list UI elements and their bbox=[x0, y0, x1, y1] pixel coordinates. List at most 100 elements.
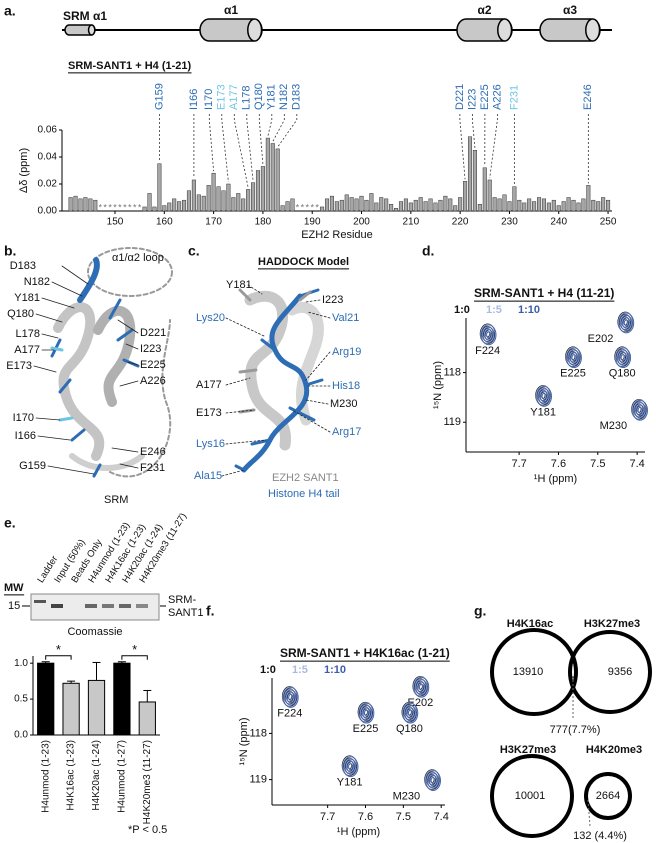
residue-label: L178 bbox=[241, 86, 253, 110]
residue-label: F231 bbox=[508, 85, 520, 110]
labels-b: D183 N182 Y181 Q180 L178 A177 E173 I170 … bbox=[6, 252, 166, 506]
panel-label: d. bbox=[422, 243, 434, 259]
peak-contour bbox=[416, 680, 425, 693]
peak-contour bbox=[281, 686, 298, 707]
peak-contour bbox=[345, 760, 355, 772]
x-tick-label: 7.5 bbox=[396, 811, 411, 823]
residue-label: N182 bbox=[24, 276, 50, 288]
structure-c bbox=[221, 284, 331, 477]
peak-contour bbox=[486, 331, 492, 339]
missing-marker: * bbox=[113, 202, 117, 212]
bar bbox=[138, 701, 156, 736]
y-tick-label: 118 bbox=[443, 366, 461, 378]
residue-label: A177 bbox=[196, 379, 222, 391]
construct-title: SRM-SANT1 + H4 (1-21) bbox=[68, 60, 192, 72]
domain-label: α2 bbox=[477, 3, 491, 17]
helix bbox=[69, 453, 145, 471]
bar bbox=[408, 202, 413, 212]
peak-contour bbox=[622, 317, 631, 329]
missing-marker: * bbox=[123, 202, 127, 212]
bar bbox=[167, 202, 172, 212]
peak-contour bbox=[482, 326, 495, 343]
peak-contour bbox=[361, 706, 370, 718]
residue-label: I170 bbox=[13, 412, 34, 424]
helix-highlight bbox=[77, 257, 100, 303]
residue-label: Ala15 bbox=[194, 470, 222, 482]
residue-label: G159 bbox=[19, 460, 46, 472]
residue-label: Lys16 bbox=[196, 438, 225, 450]
venn-circle bbox=[490, 754, 574, 838]
structure-b bbox=[33, 247, 173, 478]
peak-contour bbox=[362, 707, 371, 719]
venn-count: 9356 bbox=[608, 666, 632, 678]
helix-cap bbox=[585, 18, 601, 42]
bar bbox=[507, 201, 512, 212]
residue-label: E246 bbox=[582, 84, 594, 110]
bar bbox=[596, 201, 601, 212]
leader-lines bbox=[221, 284, 331, 477]
bar bbox=[517, 199, 522, 212]
peak-contour bbox=[617, 350, 627, 363]
y-tick-label: 0.02 bbox=[38, 179, 58, 190]
peak-contour bbox=[618, 351, 627, 363]
venn-circle bbox=[568, 630, 652, 714]
bar bbox=[482, 167, 487, 212]
venn-count: 10001 bbox=[515, 790, 546, 802]
peak-contour bbox=[537, 387, 550, 404]
peak-contour bbox=[614, 346, 631, 368]
peak-contour bbox=[358, 702, 375, 724]
peak-contour bbox=[623, 319, 629, 327]
bar bbox=[88, 198, 93, 212]
x-tick-label: 7.6 bbox=[551, 458, 566, 470]
peak-contour bbox=[413, 676, 429, 698]
peak-contour bbox=[566, 347, 582, 369]
residue-label: L178 bbox=[16, 328, 40, 340]
bar bbox=[255, 170, 261, 212]
residue-label: N182 bbox=[278, 84, 290, 110]
significance-bracket bbox=[121, 655, 148, 660]
peak-contour bbox=[344, 758, 357, 775]
peak-contour bbox=[361, 706, 371, 719]
x-tick-label: 210 bbox=[402, 217, 419, 228]
residue-label: His18 bbox=[332, 380, 360, 392]
peak-contour bbox=[286, 691, 295, 703]
bar bbox=[275, 148, 280, 212]
peak-contour bbox=[483, 328, 493, 341]
bar bbox=[374, 202, 379, 212]
bar bbox=[320, 206, 325, 212]
bar bbox=[349, 197, 354, 212]
peak-contour bbox=[565, 346, 582, 368]
peak-contour bbox=[484, 329, 493, 341]
residue-label: F231 bbox=[140, 462, 165, 474]
peak-contour bbox=[614, 346, 631, 368]
residue-label: I166 bbox=[188, 89, 200, 110]
peak-contour bbox=[426, 772, 439, 789]
residue-label: A177 bbox=[228, 84, 240, 110]
x-tick-label: 7.7 bbox=[511, 458, 526, 470]
peak-label: E202 bbox=[408, 697, 434, 709]
peak-contour bbox=[617, 349, 630, 366]
bar bbox=[83, 197, 88, 212]
venn-set: H4K20me3 bbox=[586, 744, 642, 756]
bar bbox=[428, 198, 433, 212]
y-tick-label: 118 bbox=[249, 727, 267, 739]
peak-contour bbox=[403, 704, 416, 721]
labels-c: HADDOCK Model Y181 I223 Lys20 Val21 A177… bbox=[194, 256, 361, 500]
x-tick-label: 7.4 bbox=[629, 458, 644, 470]
peak-contour bbox=[569, 351, 579, 364]
venn-circle bbox=[490, 628, 578, 716]
peak-label: E202 bbox=[588, 333, 614, 345]
mw-label: MW bbox=[4, 582, 24, 594]
bar bbox=[423, 201, 428, 212]
x-tick-label: 7.5 bbox=[590, 458, 605, 470]
missing-marker: * bbox=[296, 202, 300, 212]
bar bbox=[453, 205, 458, 212]
x-tick-label: 180 bbox=[255, 217, 272, 228]
bar bbox=[62, 682, 80, 736]
helix-cap bbox=[87, 24, 96, 36]
helix bbox=[286, 302, 324, 426]
missing-marker: * bbox=[306, 202, 310, 212]
peak-contour bbox=[428, 774, 437, 786]
residue-label: I170 bbox=[203, 89, 215, 110]
model-title: HADDOCK Model bbox=[258, 256, 349, 268]
